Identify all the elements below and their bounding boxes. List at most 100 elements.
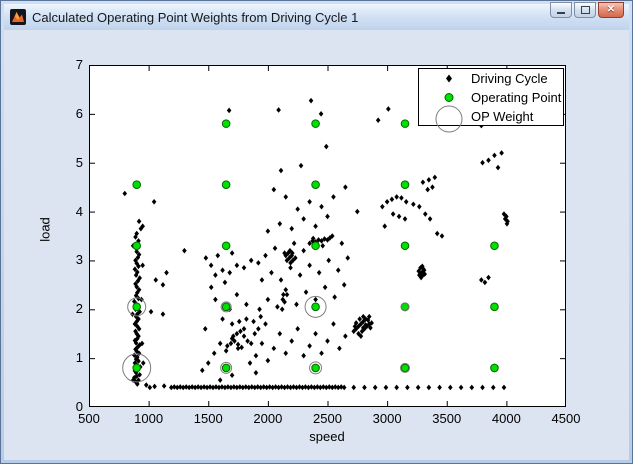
driving-cycle-point: [469, 384, 475, 391]
driving-cycle-point: [232, 338, 237, 344]
driving-cycle-point: [249, 384, 255, 390]
driving-cycle-point: [259, 340, 265, 347]
operating-point: [490, 363, 499, 373]
driving-cycle-point: [291, 384, 296, 390]
driving-cycle-point: [504, 220, 510, 227]
driving-cycle-point: [199, 367, 205, 374]
minimize-button[interactable]: [550, 2, 572, 18]
driving-cycle-point: [230, 333, 236, 339]
operating-point: [311, 363, 320, 373]
close-button[interactable]: ✕: [598, 2, 624, 18]
driving-cycle-point: [213, 272, 218, 278]
driving-cycle-point: [277, 330, 283, 337]
driving-cycle-point: [253, 370, 259, 376]
operating-point: [400, 241, 410, 251]
driving-cycle-point: [363, 322, 368, 328]
driving-cycle-point: [301, 247, 306, 254]
driving-cycle-point: [313, 330, 318, 337]
driving-cycle-point: [345, 255, 351, 261]
driving-cycle-point: [229, 321, 235, 327]
driving-cycle-point: [177, 384, 183, 390]
driving-cycle-point: [486, 274, 491, 281]
driving-cycle-point: [300, 384, 305, 391]
driving-cycle-point: [134, 260, 139, 267]
driving-cycle-point: [335, 384, 341, 391]
driving-cycle-point: [134, 354, 140, 360]
driving-cycle-point: [295, 206, 300, 212]
driving-cycle-point: [482, 279, 488, 286]
driving-cycle-point: [134, 323, 140, 330]
driving-cycle-point: [291, 240, 297, 247]
driving-cycle-point: [383, 384, 389, 391]
driving-cycle-point: [130, 311, 135, 317]
op-weight-circle: [220, 361, 233, 374]
driving-cycle-point: [382, 223, 388, 230]
driving-cycle-point: [486, 157, 491, 164]
driving-cycle-point: [133, 313, 139, 320]
driving-cycle-point: [301, 352, 306, 359]
driving-cycle-point: [479, 277, 484, 283]
legend[interactable]: Driving Cycle Operating Point OP Weight: [418, 68, 564, 133]
operating-point: [400, 180, 410, 189]
driving-cycle-point: [239, 344, 244, 351]
op-weight-circle: [122, 353, 152, 383]
x-tick-label: 3000: [372, 411, 402, 426]
driving-cycle-point: [246, 384, 252, 391]
driving-cycle-point: [252, 384, 258, 391]
driving-cycle-point: [319, 203, 324, 210]
driving-cycle-point: [335, 267, 341, 273]
driving-cycle-point: [276, 384, 281, 391]
driving-cycle-point: [319, 350, 324, 357]
driving-cycle-point: [331, 194, 336, 200]
driving-cycle-point: [134, 230, 139, 237]
driving-cycle-point: [332, 384, 338, 390]
driving-cycle-point: [134, 381, 140, 387]
restore-button[interactable]: [574, 2, 596, 18]
driving-cycle-point: [208, 284, 214, 291]
legend-item-op-weight: OP Weight: [419, 105, 563, 133]
driving-cycle-point: [122, 190, 128, 197]
driving-cycle-point: [369, 320, 374, 326]
driving-cycle-point: [241, 264, 247, 271]
y-tick-label: 0: [75, 399, 83, 414]
driving-cycle-point: [294, 384, 299, 391]
driving-cycle-point: [326, 257, 331, 264]
driving-cycle-point: [251, 318, 256, 325]
driving-cycle-point: [394, 384, 399, 391]
driving-cycle-point: [355, 208, 360, 215]
driving-cycle-point: [297, 384, 302, 390]
driving-cycle-point: [357, 316, 362, 322]
driving-cycle-point: [390, 211, 396, 217]
driving-cycle-point: [284, 257, 290, 264]
driving-cycle-point: [313, 296, 318, 303]
driving-cycle-point: [289, 338, 295, 344]
driving-cycle-point: [243, 384, 249, 390]
driving-cycle-point: [133, 272, 139, 278]
driving-cycle-point: [278, 277, 284, 283]
driving-cycle-point: [203, 255, 209, 261]
driving-cycle-point: [134, 284, 139, 290]
driving-cycle-point: [235, 341, 241, 348]
driving-cycle-point: [256, 326, 261, 332]
driving-cycle-point: [132, 266, 138, 273]
driving-cycle-point: [359, 328, 365, 335]
matlab-icon[interactable]: [10, 9, 26, 25]
driving-cycle-point: [326, 384, 332, 390]
driving-cycle-point: [490, 384, 496, 391]
window-titlebar[interactable]: Calculated Operating Point Weights from …: [4, 4, 629, 30]
driving-cycle-point: [153, 277, 159, 283]
driving-cycle-point: [422, 271, 427, 277]
driving-cycle-point: [241, 326, 247, 332]
driving-cycle-point: [247, 360, 253, 366]
driving-cycle-point: [502, 216, 508, 222]
driving-cycle-point: [351, 384, 357, 391]
op-weight-circle: [127, 297, 147, 317]
minimize-icon: [557, 12, 565, 14]
driving-cycle-point: [301, 216, 306, 222]
driving-cycle-point: [325, 338, 330, 344]
driving-cycle-point: [248, 257, 254, 264]
driving-cycle-point: [306, 384, 311, 391]
circle-legend-marker-icon: [435, 105, 463, 133]
driving-cycle-point: [389, 196, 395, 203]
operating-point-series: [132, 119, 499, 373]
